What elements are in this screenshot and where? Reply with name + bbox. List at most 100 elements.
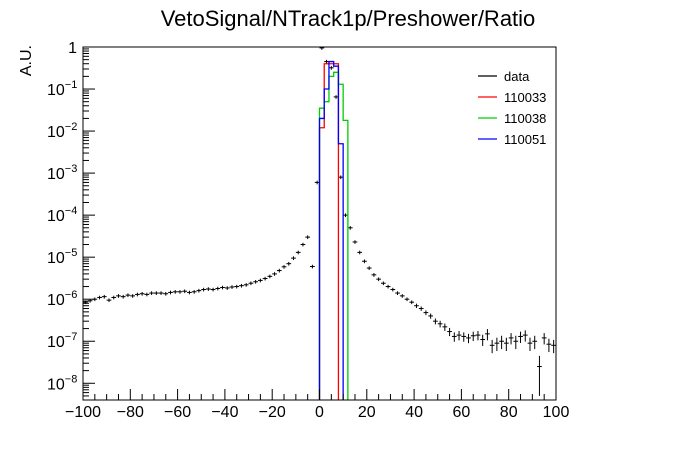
x-tick-label: 0 — [315, 404, 324, 421]
legend-item-110033: 110033 — [478, 90, 546, 105]
data-point — [120, 294, 126, 299]
data-point — [447, 327, 452, 337]
data-point — [470, 331, 476, 342]
data-point — [508, 333, 514, 345]
data-point — [262, 276, 268, 281]
data-point — [111, 295, 117, 300]
x-tick-label: −20 — [259, 404, 286, 421]
data-point — [428, 313, 434, 319]
x-tick-label: −80 — [117, 404, 144, 421]
data-point — [210, 287, 216, 292]
chart-title: VetoSignal/NTrack1p/Preshower/Ratio — [161, 6, 536, 31]
data-point — [475, 331, 481, 341]
data-point — [300, 242, 306, 247]
data-point — [106, 298, 112, 303]
legend-label: 110038 — [504, 111, 546, 126]
data-point — [513, 335, 519, 350]
data-point — [385, 284, 391, 289]
x-tick-label: 40 — [405, 404, 423, 421]
data-point — [395, 291, 400, 295]
data-point — [215, 286, 221, 291]
y-tick-label: 10−1 — [47, 79, 77, 99]
data-point — [480, 334, 486, 347]
data-point — [451, 332, 457, 342]
data-point — [291, 256, 296, 261]
data-point — [541, 333, 547, 345]
y-tick-label: 10−4 — [47, 205, 77, 225]
x-tick-label: 100 — [543, 404, 570, 421]
legend-item-110051: 110051 — [478, 132, 546, 147]
data-point — [532, 335, 538, 350]
y-tick-label: 1 — [68, 40, 77, 57]
data-point — [201, 287, 206, 292]
data-point — [456, 331, 462, 341]
data-point — [352, 240, 358, 244]
data-point — [390, 287, 396, 292]
legend: data 110033 110038 110051 — [478, 69, 546, 147]
data-point — [149, 291, 154, 295]
data-point — [234, 284, 240, 289]
x-tick-label: −40 — [211, 404, 238, 421]
data-point — [347, 226, 353, 230]
data-point — [97, 295, 102, 300]
legend-label: data — [504, 69, 530, 84]
plot-area: −100 −80 −60 −40 −20 0 20 40 60 80 100 1 10−1 10−2 10−… — [47, 40, 569, 421]
data-point — [163, 291, 169, 296]
data-point — [485, 329, 490, 341]
data-point — [366, 266, 372, 271]
y-tick-label: 10−6 — [47, 289, 77, 309]
legend-label: 110051 — [504, 132, 546, 147]
data-point — [144, 292, 150, 297]
data-point — [362, 259, 367, 264]
data-point — [220, 285, 225, 290]
data-point — [371, 273, 377, 277]
data-point — [125, 293, 131, 298]
data-point — [229, 285, 235, 289]
data-point — [537, 355, 542, 396]
data-point — [489, 339, 495, 354]
data-point — [518, 331, 523, 343]
data-point — [380, 281, 386, 286]
series-data-points — [83, 47, 556, 396]
data-point — [442, 323, 448, 331]
y-tick-label: 10−8 — [47, 373, 77, 393]
data-point — [546, 338, 552, 353]
data-point — [343, 213, 348, 218]
data-point — [130, 294, 136, 298]
data-point — [437, 320, 443, 328]
data-point — [466, 333, 471, 344]
data-point — [205, 287, 211, 291]
data-point — [272, 272, 277, 276]
x-tick-label: −60 — [164, 404, 191, 421]
legend-label: 110033 — [504, 90, 546, 105]
data-point — [267, 274, 273, 279]
data-point — [116, 294, 121, 298]
data-point — [286, 261, 292, 266]
data-point — [522, 330, 528, 342]
data-point — [414, 303, 419, 309]
data-point — [172, 290, 178, 294]
data-point — [499, 335, 504, 350]
y-axis-label: A.U. — [18, 45, 35, 76]
data-point — [139, 291, 145, 296]
data-point — [295, 250, 301, 255]
data-point — [503, 337, 509, 352]
data-point — [333, 95, 339, 99]
data-point — [376, 277, 381, 282]
data-point — [177, 290, 183, 294]
data-point — [276, 268, 282, 273]
y-tick-label: 10−7 — [47, 331, 77, 351]
data-point — [357, 250, 363, 255]
series-110051-histogram — [318, 60, 344, 400]
data-point — [258, 278, 263, 283]
x-tick-label: 60 — [453, 404, 471, 421]
x-tick-label: −100 — [65, 404, 101, 421]
data-point — [243, 283, 249, 287]
data-point — [551, 339, 556, 354]
data-point — [433, 318, 438, 325]
data-point — [418, 306, 424, 311]
legend-item-data: data — [478, 69, 530, 84]
data-point — [338, 175, 344, 180]
data-point — [168, 290, 173, 295]
data-point — [404, 297, 410, 302]
